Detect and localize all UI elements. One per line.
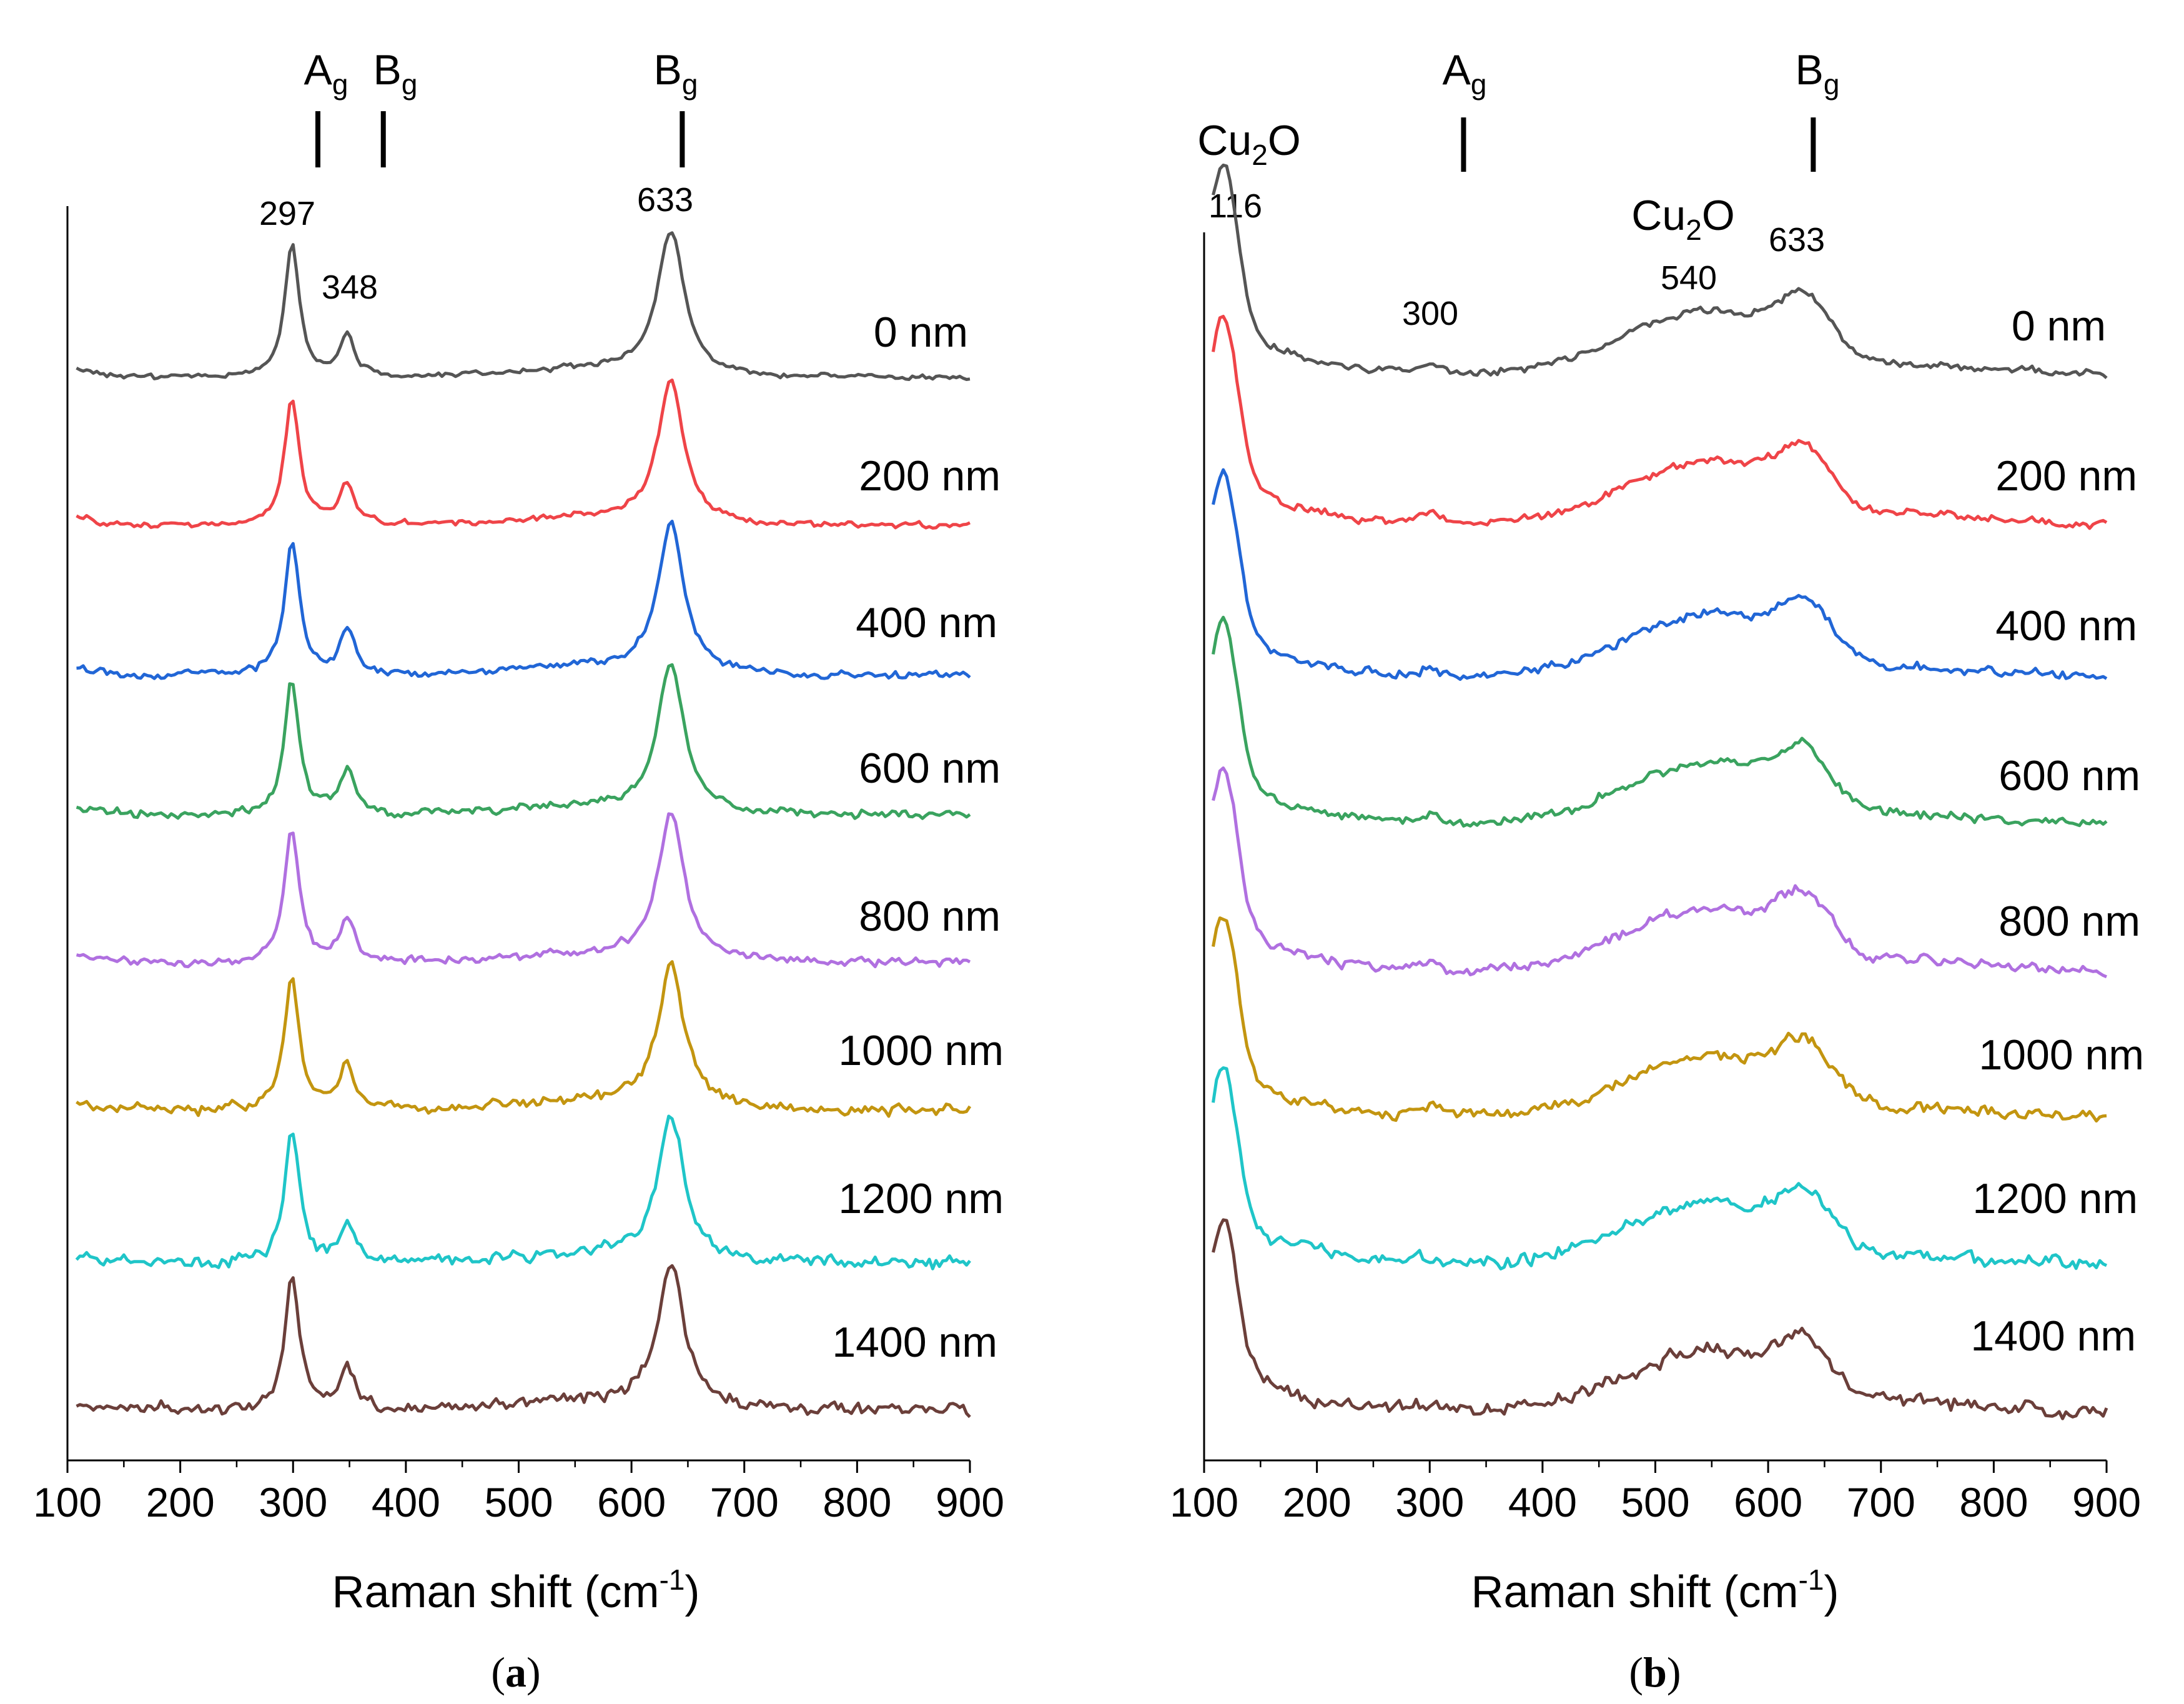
panel-a-legend-800nm: 800 nm	[859, 893, 1001, 940]
panel-b-peak-label-540: 540	[1661, 259, 1717, 297]
panel-b-legend-200nm: 200 nm	[1995, 452, 2137, 500]
panel-b-legend-0nm: 0 nm	[2012, 302, 2106, 350]
panel-b-legend-800nm: 800 nm	[1999, 898, 2140, 945]
panel-a-mode-label-ag: Ag	[304, 46, 348, 101]
panel-b-mode-label-ag: Ag	[1443, 46, 1487, 101]
panel-b-tick-label-800: 800	[1959, 1479, 2028, 1525]
panel-b-minor-ticks	[1260, 1460, 2051, 1467]
panel-a-caption: (a)	[491, 1648, 540, 1696]
panel-b-species-cu2o-1: Cu2O	[1197, 117, 1300, 171]
panel-a-series-800-nm	[76, 812, 971, 969]
panel-b-legend-600nm: 600 nm	[1999, 752, 2140, 800]
panel-b-legend-1200nm: 1200 nm	[1972, 1175, 2138, 1222]
panel-a-tick-label-900: 900	[936, 1479, 1004, 1525]
panel-b-tick-label-100: 100	[1170, 1479, 1238, 1525]
panel-a-mode-label-bg-2: Bg	[654, 46, 698, 101]
panel-a-tick-label-600: 600	[597, 1479, 666, 1525]
panel-a-x-ticks: 100 200 300 400 500 600 700 800 900	[33, 1460, 1004, 1525]
panel-b-series-600-nm	[1212, 615, 2108, 828]
panel-b-mode-markers	[1461, 117, 1816, 172]
panel-b: 100 200 300 400 500 600 700 800 900 Ag Bg Cu2O C…	[1170, 46, 2144, 1696]
panel-b-tick-label-500: 500	[1621, 1479, 1689, 1525]
panel-a-series-1400-nm	[76, 1264, 971, 1419]
panel-b-tick-label-600: 600	[1734, 1479, 1802, 1525]
panel-a-legend-400nm: 400 nm	[856, 599, 997, 646]
panel-a-tick-label-500: 500	[484, 1479, 553, 1525]
panel-b-mode-label-bg: Bg	[1796, 46, 1840, 101]
panel-a-legend-200nm: 200 nm	[859, 452, 1001, 500]
panel-a-tick-label-200: 200	[146, 1479, 215, 1525]
panel-b-tick-label-200: 200	[1283, 1479, 1351, 1525]
panel-a-tick-label-700: 700	[710, 1479, 779, 1525]
panel-b-x-axis-label: Raman shift (cm-1)	[1471, 1563, 1839, 1617]
panel-a-peak-label-348: 348	[322, 269, 378, 306]
panel-a-legend-0nm: 0 nm	[874, 309, 968, 356]
panel-b-series-200-nm	[1212, 315, 2108, 530]
panel-b-series-group	[1212, 163, 2108, 1420]
panel-b-tick-label-700: 700	[1847, 1479, 1915, 1525]
panel-a-x-axis-label: Raman shift (cm-1)	[332, 1563, 700, 1617]
panel-b-peak-label-300: 300	[1402, 295, 1458, 332]
panel-a-tick-label-300: 300	[259, 1479, 327, 1525]
panel-a: 100 200 300 400 500 600 700 800 900 Ag Bg Bg 297…	[33, 46, 1004, 1696]
panel-b-series-1400-nm	[1212, 1218, 2108, 1420]
panel-a-series-200-nm	[76, 379, 971, 530]
panel-a-tick-label-400: 400	[372, 1479, 440, 1525]
panel-a-tick-label-100: 100	[33, 1479, 102, 1525]
panel-a-legend-1000nm: 1000 nm	[838, 1027, 1004, 1074]
panel-b-peak-label-633: 633	[1769, 221, 1825, 259]
panel-a-peak-label-297: 297	[259, 195, 315, 232]
panel-b-species-cu2o-2: Cu2O	[1631, 192, 1734, 246]
panel-a-series-1000-nm	[76, 960, 972, 1118]
panel-a-series-0-nm	[76, 231, 971, 381]
panel-a-series-400-nm	[76, 520, 971, 680]
panel-a-legend-600nm: 600 nm	[859, 745, 1001, 792]
panel-b-tick-label-300: 300	[1395, 1479, 1464, 1525]
panel-a-legend-1200nm: 1200 nm	[838, 1175, 1004, 1222]
panel-b-series-800-nm	[1212, 766, 2107, 979]
panel-b-tick-label-400: 400	[1508, 1479, 1577, 1525]
panel-b-legend-400nm: 400 nm	[1995, 602, 2137, 650]
panel-b-series-1200-nm	[1212, 1066, 2108, 1271]
panel-a-series-1200-nm	[75, 1114, 971, 1271]
panel-b-caption: (b)	[1629, 1648, 1681, 1696]
panel-a-peak-label-633: 633	[637, 181, 693, 219]
panel-b-series-0-nm	[1212, 163, 2108, 379]
panel-b-series-400-nm	[1212, 468, 2108, 681]
panel-b-legend-1400nm: 1400 nm	[1970, 1312, 2136, 1360]
panel-a-mode-label-bg-1: Bg	[373, 46, 418, 101]
panel-b-tick-label-900: 900	[2072, 1479, 2141, 1525]
panel-a-series-group	[75, 231, 972, 1419]
panel-a-legend-1400nm: 1400 nm	[832, 1319, 997, 1366]
panel-a-series-600-nm	[76, 663, 971, 820]
panel-b-legend-1000nm: 1000 nm	[1979, 1031, 2144, 1079]
panel-a-minor-ticks	[123, 1460, 914, 1467]
panel-a-tick-label-800: 800	[823, 1479, 891, 1525]
panel-b-x-ticks: 100 200 300 400 500 600 700 800 900	[1170, 1460, 2141, 1525]
panel-b-series-1000-nm	[1212, 916, 2107, 1123]
panel-a-mode-markers	[315, 111, 685, 167]
